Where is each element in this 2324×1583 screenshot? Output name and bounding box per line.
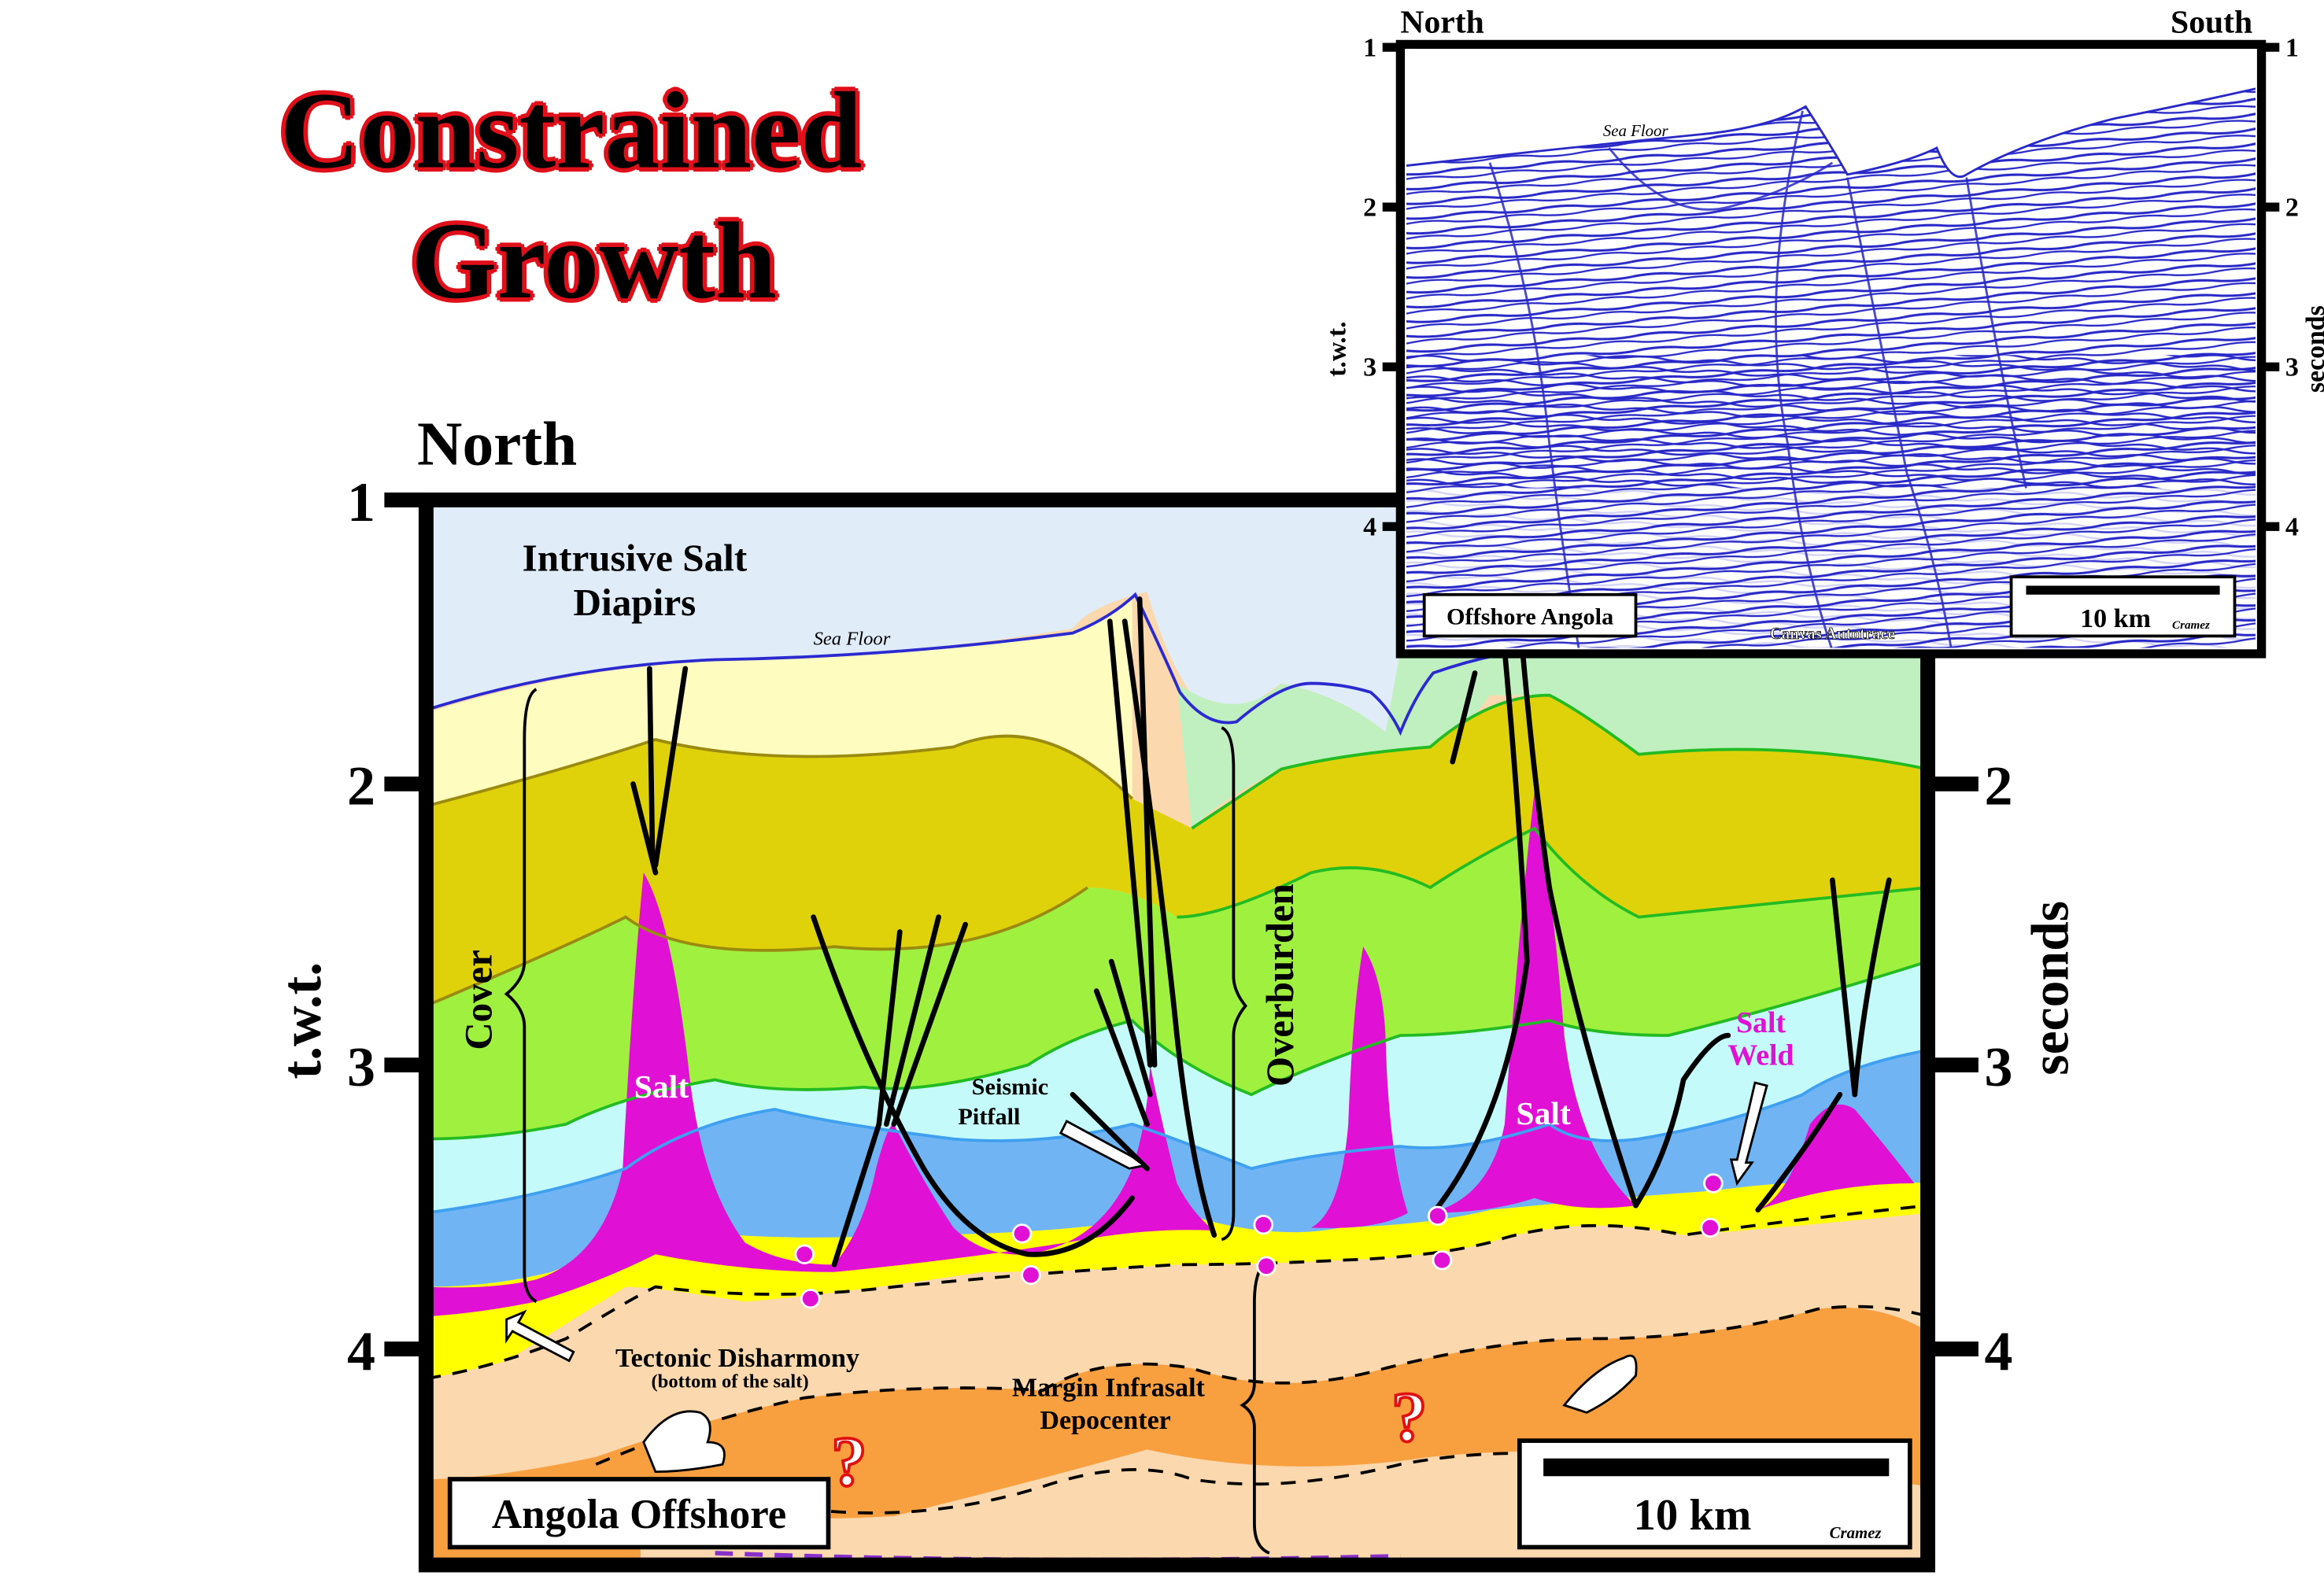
inset-right-axis-label: seconds — [2301, 305, 2324, 393]
inset-left-tick-3: 3 — [1363, 353, 1376, 382]
inset-left-tick-4: 4 — [1363, 513, 1376, 542]
inset-location-box: Offshore Angola — [1424, 595, 1636, 637]
figure: Constrained Growth — [0, 0, 2324, 1583]
inset-right-tick-1: 1 — [2285, 34, 2299, 63]
inset-scale-label: 10 km — [2080, 604, 2151, 633]
inset-south-label: South — [2171, 3, 2252, 39]
inset-left-axis-label: t.w.t. — [1322, 321, 1351, 376]
seismic-inset: 1 2 3 4 1 2 3 4 t.w.t. seconds North Sou… — [0, 0, 2324, 1583]
inset-north-label: North — [1400, 3, 1483, 39]
inset-scale-box: 10 km Cramez — [2012, 577, 2235, 636]
inset-right-tick-4: 4 — [2285, 513, 2299, 542]
seismic-reflections — [1406, 89, 2256, 651]
inset-sea-floor-label: Sea Floor — [1603, 123, 1669, 140]
inset-location-label: Offshore Angola — [1446, 603, 1613, 629]
inset-autotrace-label: Canvas Autotrace — [1770, 625, 1895, 643]
inset-left-tick-2: 2 — [1363, 194, 1376, 223]
inset-right-tick-3: 3 — [2285, 353, 2299, 382]
inset-credit-label: Cramez — [2172, 619, 2210, 632]
inset-left-tick-1: 1 — [1363, 34, 1376, 63]
inset-right-tick-2: 2 — [2285, 194, 2299, 223]
inset-scale-bar — [2026, 585, 2219, 594]
